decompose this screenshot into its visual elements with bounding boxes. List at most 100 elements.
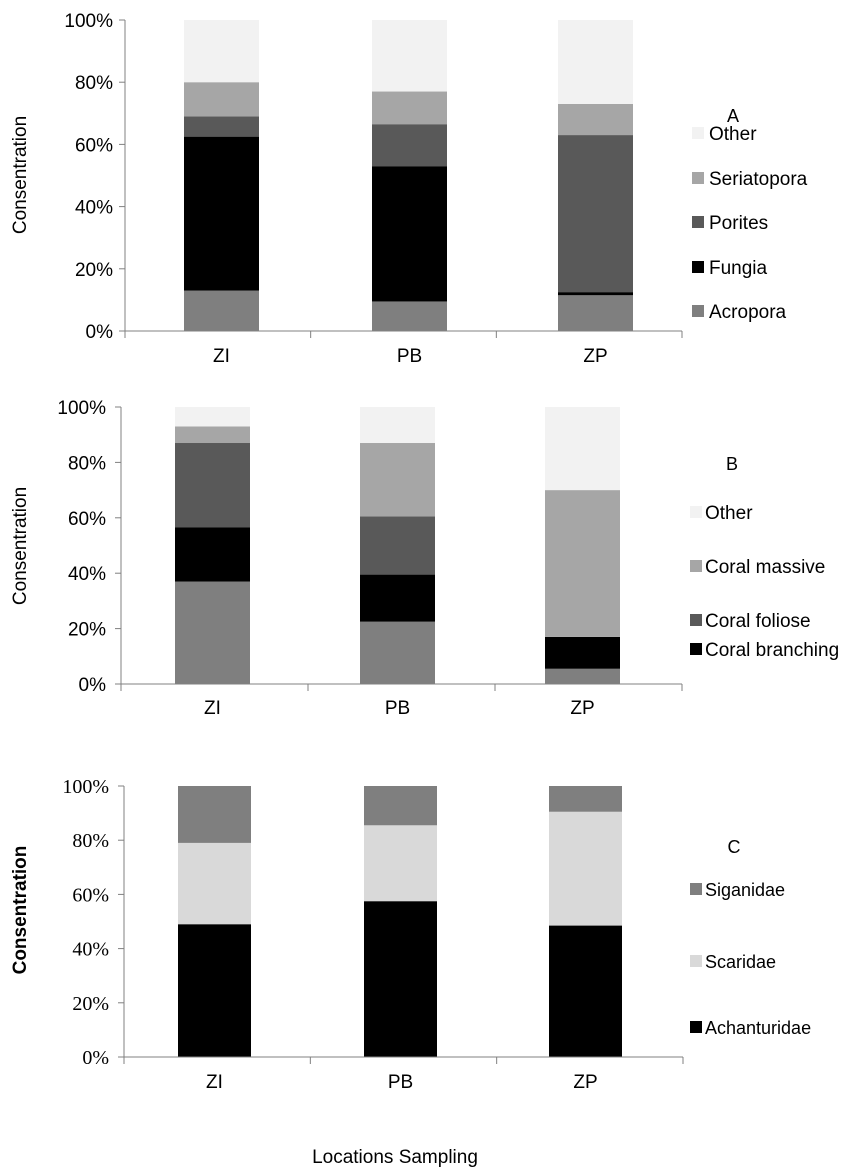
bar-segment-zi-1 (178, 842, 251, 925)
bar-segment-pb-0 (360, 621, 435, 684)
bar-segment-zp-2 (558, 135, 633, 293)
y-tick-label: 100% (57, 398, 106, 419)
y-tick-label: 0% (86, 322, 114, 343)
legend-swatch (692, 172, 704, 184)
legend-label: Other (709, 124, 757, 145)
y-tick-label: 60% (72, 884, 109, 906)
x-tick-label: PB (388, 1072, 413, 1093)
legend-label: Coral massive (705, 557, 825, 578)
bar-segment-pb-2 (364, 786, 437, 826)
y-axis-title: Consentration (10, 116, 31, 234)
y-tick-label: 0% (82, 1047, 109, 1069)
x-tick-label: ZP (570, 698, 594, 719)
bar-segment-zp-4 (545, 407, 620, 491)
y-tick-label: 40% (72, 939, 109, 961)
x-tick-label: PB (397, 346, 422, 367)
y-tick-label: 40% (68, 564, 106, 585)
legend-swatch (690, 506, 702, 518)
x-tick-label: ZI (213, 346, 230, 367)
legend-swatch (690, 560, 702, 572)
panel-label: C (728, 837, 741, 857)
legend-label: Acropora (709, 302, 787, 323)
bar-segment-zi-1 (175, 527, 250, 582)
panel-label: A (727, 106, 739, 126)
y-tick-label: 0% (79, 675, 107, 696)
panel-a: A Consentration ZI PB ZP 0% 20% 40% 60% 80% 100%… (10, 11, 808, 367)
y-tick-label: 80% (72, 830, 109, 852)
bar-segment-zp-1 (545, 636, 620, 669)
y-tick-label: 20% (75, 260, 113, 281)
legend-swatch (692, 127, 704, 139)
bar-segment-pb-1 (364, 825, 437, 902)
panel-b: B Consentration ZI PB ZP 0% 20% 40% 60% 80% 100%… (10, 398, 839, 719)
bar-segment-pb-0 (364, 901, 437, 1057)
legend-swatch (690, 614, 702, 626)
bar-segment-pb-3 (372, 91, 447, 125)
bar-segment-zi-2 (184, 116, 259, 137)
x-tick-label: PB (385, 698, 410, 719)
y-tick-label: 80% (75, 73, 113, 94)
y-axis-title: Consentration (10, 846, 31, 975)
bar-segment-pb-4 (360, 407, 435, 444)
bar-segment-zi-1 (184, 136, 259, 291)
bar-segment-zp-0 (549, 925, 622, 1057)
legend-label: Other (705, 503, 753, 524)
y-tick-label: 80% (68, 453, 106, 474)
y-tick-label: 60% (68, 509, 106, 530)
y-tick-label: 40% (75, 198, 113, 219)
legend-label: Coral branching (705, 640, 839, 661)
y-tick-label: 20% (72, 993, 109, 1015)
legend-swatch (692, 305, 704, 317)
legend-swatch (690, 883, 702, 895)
legend-label: Seriatopora (709, 169, 808, 190)
bar-segment-zp-2 (549, 786, 622, 812)
legend-label: Porites (709, 213, 768, 234)
bar-segment-pb-0 (372, 301, 447, 331)
bar-segment-pb-1 (372, 166, 447, 302)
bar-segment-zp-0 (545, 668, 620, 684)
bar-segment-zp-1 (549, 811, 622, 926)
bar-segment-zi-0 (175, 581, 250, 684)
bar-segment-zi-2 (175, 443, 250, 528)
legend-swatch (690, 955, 702, 967)
legend-label: Coral foliose (705, 611, 811, 632)
legend-label: Fungia (709, 258, 768, 279)
bar-segment-pb-3 (360, 443, 435, 517)
bar-segment-zi-4 (175, 407, 250, 427)
x-tick-label: ZP (573, 1072, 597, 1093)
bar-segment-zi-0 (178, 924, 251, 1057)
bar-segment-zp-3 (558, 103, 633, 136)
panel-label: B (726, 454, 738, 474)
x-axis-title: Locations Sampling (312, 1147, 478, 1168)
bar-segment-zp-3 (545, 490, 620, 637)
bar-segment-zi-3 (184, 82, 259, 117)
bar-segment-zi-4 (184, 20, 259, 83)
panel-c: C Consentration Locations Sampling ZI PB Z… (10, 776, 811, 1168)
x-tick-label: ZI (204, 698, 221, 719)
legend-swatch (692, 216, 704, 228)
y-tick-label: 100% (62, 776, 109, 798)
x-tick-label: ZP (583, 346, 607, 367)
y-tick-label: 60% (75, 135, 113, 156)
legend-swatch (692, 261, 704, 273)
bar-segment-pb-4 (372, 20, 447, 92)
bar-segment-pb-1 (360, 574, 435, 622)
bar-segment-zi-0 (184, 290, 259, 331)
bar-segment-zp-0 (558, 295, 633, 331)
legend-label: Scaridae (705, 952, 776, 972)
y-tick-label: 20% (68, 620, 106, 641)
bar-segment-zi-2 (178, 786, 251, 843)
y-tick-label: 100% (64, 11, 113, 32)
legend-swatch (690, 1021, 702, 1033)
bar-segment-zp-4 (558, 20, 633, 104)
bar-segment-zp-1 (558, 292, 633, 296)
legend-label: Siganidae (705, 880, 785, 900)
bar-segment-pb-2 (360, 516, 435, 575)
bar-segment-pb-2 (372, 124, 447, 167)
bar-segment-zi-3 (175, 426, 250, 444)
legend-label: Achanturidae (705, 1018, 811, 1038)
y-axis-title: Consentration (10, 487, 31, 605)
legend-swatch (690, 643, 702, 655)
x-tick-label: ZI (206, 1072, 223, 1093)
